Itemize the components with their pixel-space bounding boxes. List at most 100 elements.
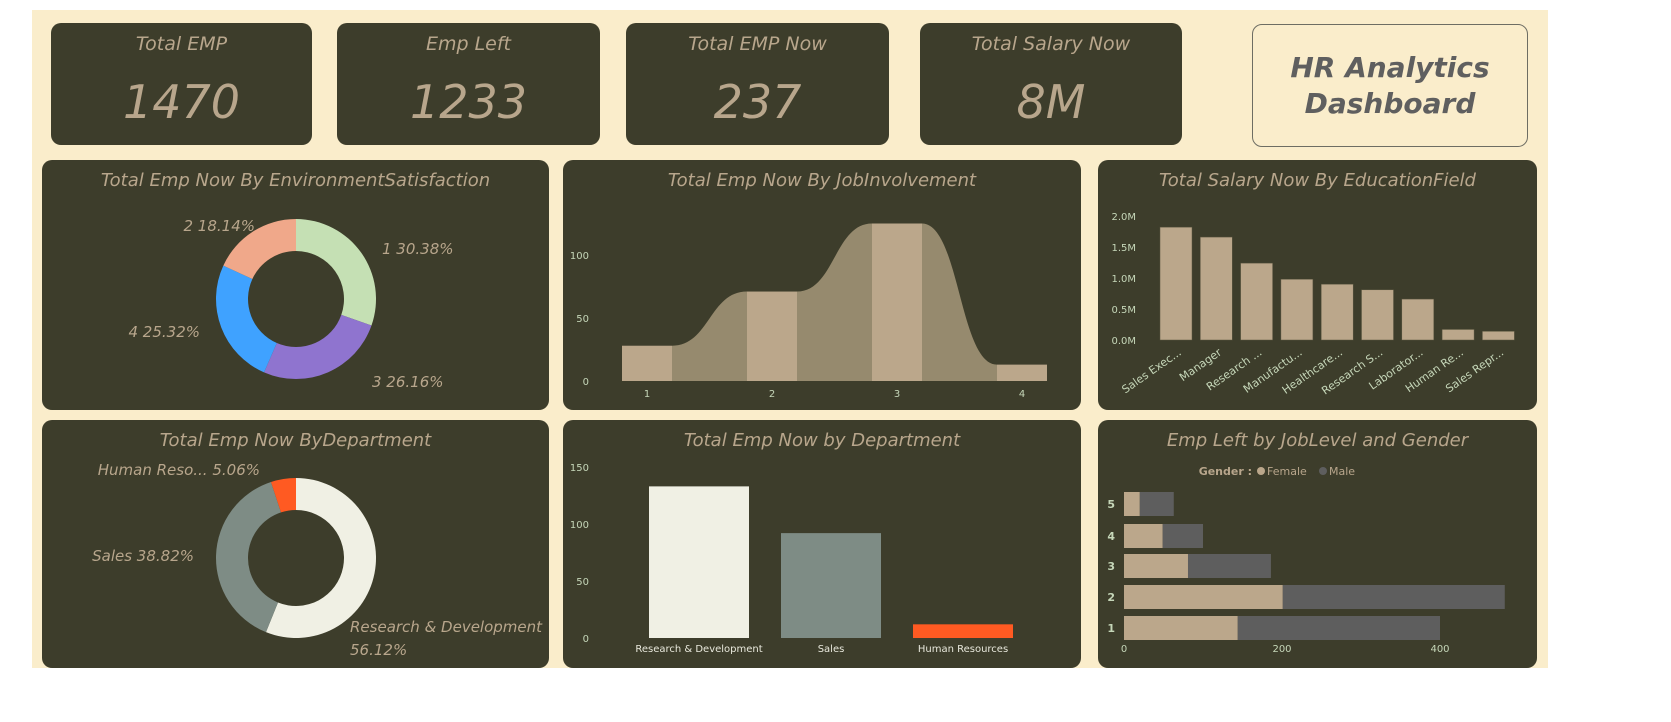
kpi-label: Total EMP Now <box>688 33 827 55</box>
y-tick-label: 5 <box>1107 498 1115 511</box>
bar[interactable] <box>781 533 881 638</box>
x-tick-label: 2 <box>769 389 775 400</box>
x-tick-label: 200 <box>1272 644 1291 655</box>
bar[interactable] <box>649 486 749 638</box>
y-tick-label: 0.5M <box>1111 305 1136 316</box>
kpi-label: Total EMP <box>135 33 228 55</box>
y-tick-label: 100 <box>570 520 589 531</box>
panel-title: Emp Left by JobLevel and Gender <box>1166 430 1469 451</box>
y-tick-label: 1 <box>1107 622 1115 635</box>
bar[interactable] <box>997 364 1047 381</box>
data-label: Sales 38.82% <box>92 547 194 565</box>
kpi-card-total-salary-now: Total Salary Now 8M <box>920 23 1182 145</box>
env-satisfaction-donut-chart: 1 30.38% 3 26.16% 4 25.32% 2 18.14% <box>128 217 453 391</box>
legend-label: Male <box>1329 465 1355 478</box>
bar-segment[interactable] <box>1162 524 1203 548</box>
y-tick-label: 100 <box>570 251 589 262</box>
ribbon[interactable] <box>672 291 747 381</box>
y-tick-label: 2 <box>1107 591 1115 604</box>
legend-marker-icon[interactable] <box>1319 467 1327 475</box>
donut-slice[interactable] <box>216 265 277 373</box>
dashboard-title: HR Analytics Dashboard <box>1252 24 1528 147</box>
legend-title: Gender : <box>1199 465 1252 478</box>
bar-segment[interactable] <box>1237 616 1440 640</box>
bar-segment[interactable] <box>1282 585 1505 609</box>
bar[interactable] <box>872 223 922 382</box>
salary-by-education-panel[interactable]: Total Salary Now By EducationField 0.0M 0… <box>1098 160 1537 410</box>
y-tick-label: 150 <box>570 463 589 474</box>
x-tick-label: Human Resources <box>918 644 1008 655</box>
bar-segment[interactable] <box>1124 492 1140 516</box>
kpi-value: 237 <box>713 75 802 129</box>
bar[interactable] <box>1240 262 1273 341</box>
y-tick-label: 3 <box>1107 560 1115 573</box>
y-tick-label: 50 <box>576 577 589 588</box>
donut-slice[interactable] <box>216 482 281 633</box>
bar-segment[interactable] <box>1124 585 1283 609</box>
bar[interactable] <box>622 345 672 381</box>
bar[interactable] <box>1401 298 1435 341</box>
joblevel-gender-panel[interactable]: Emp Left by JobLevel and Gender Gender :… <box>1098 420 1537 668</box>
y-tick-label: 1.0M <box>1111 274 1136 285</box>
bar-segment[interactable] <box>1187 554 1271 578</box>
bar[interactable] <box>913 624 1013 638</box>
ribbon[interactable] <box>922 223 997 382</box>
bar-segment[interactable] <box>1124 554 1188 578</box>
x-tick-label: Sales Exec... <box>1120 346 1184 396</box>
panel-title: Total Emp Now by Department <box>683 430 961 451</box>
job-involvement-ribbon-panel[interactable]: Total Emp Now By JobInvolvement 0 50 100 1 2… <box>563 160 1081 410</box>
panel-title: Total Emp Now ByDepartment <box>159 430 432 451</box>
department-bar-chart: 0 50 100 150 Research & Development Sales Huma… <box>570 463 1013 655</box>
bar[interactable] <box>1320 283 1354 341</box>
env-satisfaction-donut-panel[interactable]: Total Emp Now By EnvironmentSatisfaction… <box>42 160 549 410</box>
y-tick-label: 1.5M <box>1111 243 1136 254</box>
bar[interactable] <box>1200 236 1233 341</box>
y-tick-label: 2.0M <box>1111 212 1136 223</box>
kpi-card-emp-left: Emp Left 1233 <box>337 23 600 145</box>
x-tick-label: 4 <box>1019 389 1025 400</box>
panel-title: Total Emp Now By JobInvolvement <box>667 170 977 191</box>
department-bar-panel[interactable]: Total Emp Now by Department 0 50 100 150 Res… <box>563 420 1081 668</box>
x-tick-label: 400 <box>1430 644 1449 655</box>
job-involvement-ribbon-chart: 0 50 100 1 2 3 4 <box>570 223 1047 400</box>
y-tick-label: 4 <box>1107 530 1115 543</box>
bar[interactable] <box>1159 226 1193 341</box>
y-tick-label: 0 <box>583 377 589 388</box>
y-tick-label: 0.0M <box>1111 336 1136 347</box>
x-tick-label: 1 <box>644 389 650 400</box>
panel-title: Total Emp Now By EnvironmentSatisfaction <box>100 170 491 191</box>
bar[interactable] <box>1441 329 1475 341</box>
panel-title: Total Salary Now By EducationField <box>1159 170 1476 191</box>
kpi-value: 1470 <box>122 75 241 129</box>
donut-slice[interactable] <box>223 219 296 279</box>
donut-slice[interactable] <box>264 314 372 379</box>
department-donut-panel[interactable]: Total Emp Now ByDepartment Human Reso...… <box>42 420 549 668</box>
bar-segment[interactable] <box>1124 524 1163 548</box>
dashboard-title-line2: Dashboard <box>1304 86 1476 120</box>
data-label: Research & Development <box>350 618 543 636</box>
bar[interactable] <box>1361 289 1394 341</box>
bar[interactable] <box>1482 331 1515 341</box>
donut-slice[interactable] <box>296 219 377 326</box>
data-label: 3 26.16% <box>372 373 444 391</box>
kpi-label: Total Salary Now <box>971 33 1131 55</box>
x-tick-label: Sales <box>818 644 845 655</box>
bar-segment[interactable] <box>1139 492 1174 516</box>
bar[interactable] <box>747 291 797 381</box>
data-label: Human Reso... 5.06% <box>98 461 260 479</box>
y-tick-label: 50 <box>576 314 589 325</box>
y-tick-label: 0 <box>583 634 589 645</box>
bar[interactable] <box>1280 278 1314 341</box>
legend-marker-icon[interactable] <box>1257 467 1265 475</box>
department-donut-chart: Human Reso... 5.06% Sales 38.82% Research … <box>92 461 543 659</box>
data-label: 56.12% <box>350 641 407 659</box>
donut-slice[interactable] <box>265 478 376 638</box>
dashboard-title-line1: HR Analytics <box>1290 50 1490 84</box>
bar-segment[interactable] <box>1124 616 1238 640</box>
ribbon[interactable] <box>797 223 872 382</box>
legend-label: Female <box>1267 465 1307 478</box>
x-tick-label: Research & Development <box>635 644 762 655</box>
kpi-value: 1233 <box>409 75 528 129</box>
donut-slice[interactable] <box>270 478 296 513</box>
